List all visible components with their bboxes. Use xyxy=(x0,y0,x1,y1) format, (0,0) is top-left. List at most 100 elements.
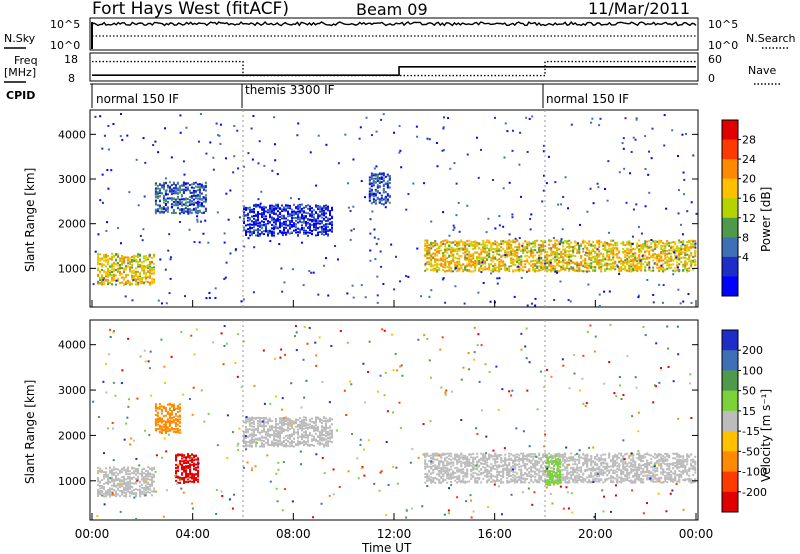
data-cell xyxy=(168,197,171,200)
data-cell xyxy=(283,206,285,209)
data-cell xyxy=(360,180,363,183)
data-cell xyxy=(540,258,543,261)
data-cell xyxy=(486,239,489,242)
data-cell xyxy=(444,248,447,251)
data-cell xyxy=(531,115,534,118)
data-cell xyxy=(255,434,257,437)
data-cell xyxy=(548,269,551,272)
data-cell xyxy=(434,259,437,262)
data-cell xyxy=(139,253,142,256)
data-cell xyxy=(139,260,142,263)
data-cell xyxy=(219,142,222,145)
data-cell xyxy=(204,207,207,210)
data-cell xyxy=(612,239,615,242)
data-cell xyxy=(678,241,681,244)
data-cell xyxy=(151,469,154,472)
data-cell xyxy=(375,165,378,168)
data-cell xyxy=(470,255,473,258)
data-cell xyxy=(115,263,118,266)
data-cell xyxy=(170,428,173,431)
data-cell xyxy=(117,487,120,490)
data-cell xyxy=(137,270,140,273)
data-cell xyxy=(285,233,287,236)
data-cell xyxy=(470,259,473,262)
data-cell xyxy=(251,227,253,230)
data-cell xyxy=(492,265,495,268)
data-cell xyxy=(170,403,173,406)
data-cell xyxy=(193,454,196,457)
data-cell xyxy=(105,258,108,261)
data-cell xyxy=(428,248,431,251)
data-cell xyxy=(592,266,595,269)
data-cell xyxy=(451,270,454,273)
data-cell xyxy=(145,486,148,489)
data-cell xyxy=(600,265,603,268)
data-cell xyxy=(487,217,490,220)
data-cell xyxy=(548,239,551,242)
data-cell xyxy=(184,210,187,213)
data-cell xyxy=(686,263,689,266)
data-cell xyxy=(538,261,541,264)
data-cell xyxy=(518,262,521,265)
data-cell xyxy=(139,493,142,496)
data-cell xyxy=(556,247,559,250)
data-cell xyxy=(672,245,675,248)
data-cell xyxy=(432,252,435,255)
data-cell xyxy=(511,216,514,219)
data-cell xyxy=(117,267,120,270)
data-cell xyxy=(430,247,433,250)
data-cell xyxy=(612,261,615,264)
data-cell xyxy=(542,245,545,248)
data-cell xyxy=(510,257,513,260)
data-cell xyxy=(129,281,132,284)
data-cell xyxy=(329,222,331,225)
data-cell xyxy=(277,226,279,229)
data-cell xyxy=(313,209,315,212)
data-cell xyxy=(588,249,591,252)
data-cell xyxy=(111,278,114,281)
data-cell xyxy=(498,263,501,266)
data-cell xyxy=(245,442,247,445)
data-cell xyxy=(200,184,203,187)
data-cell xyxy=(606,250,609,253)
data-cell xyxy=(456,252,459,255)
data-cell xyxy=(592,268,595,271)
data-cell xyxy=(121,263,124,266)
data-cell xyxy=(640,250,643,253)
data-cell xyxy=(249,444,251,447)
data-cell xyxy=(129,269,132,272)
data-cell xyxy=(552,269,555,272)
data-cell xyxy=(162,211,165,214)
data-cell xyxy=(560,253,563,256)
data-cell xyxy=(520,264,523,267)
data-cell xyxy=(141,267,144,270)
data-cell xyxy=(460,266,463,269)
data-cell xyxy=(612,244,615,247)
data-cell xyxy=(303,211,305,214)
data-cell xyxy=(550,247,553,250)
data-cell xyxy=(662,251,665,254)
data-cell xyxy=(375,242,378,245)
data-cell xyxy=(137,477,140,480)
data-cell xyxy=(540,239,543,242)
data-cell xyxy=(135,255,138,258)
data-cell xyxy=(152,144,155,147)
data-cell xyxy=(506,130,509,133)
data-cell xyxy=(514,237,517,240)
data-cell xyxy=(688,254,691,257)
data-cell xyxy=(452,253,455,256)
data-cell xyxy=(464,245,467,248)
data-cell xyxy=(265,230,267,233)
data-cell xyxy=(178,202,181,205)
data-cell xyxy=(281,290,284,293)
data-cell xyxy=(681,243,684,246)
data-cell xyxy=(666,262,669,265)
data-cell xyxy=(277,232,279,235)
data-cell xyxy=(640,247,643,250)
data-cell xyxy=(127,257,130,260)
data-cell xyxy=(281,223,283,226)
data-cell xyxy=(520,195,523,198)
data-cell xyxy=(564,240,567,243)
data-cell xyxy=(168,402,171,405)
data-cell xyxy=(197,474,200,477)
